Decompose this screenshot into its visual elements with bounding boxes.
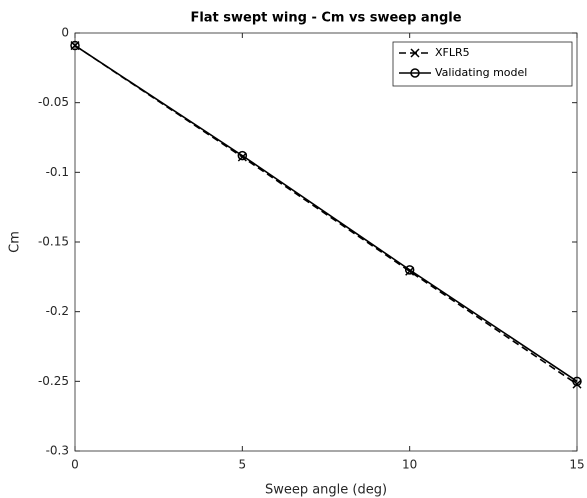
legend-label: XFLR5 <box>435 46 470 59</box>
y-tick-label: -0.25 <box>38 374 69 388</box>
y-axis-label: Cm <box>8 231 23 253</box>
x-axis-label: Sweep angle (deg) <box>265 483 387 498</box>
legend-marker <box>410 68 420 78</box>
marker-circle <box>404 265 415 275</box>
legend-label: Validating model <box>435 66 527 79</box>
marker-circle <box>70 40 80 51</box>
y-tick-label: -0.05 <box>38 95 69 109</box>
x-tick-label: 0 <box>71 458 79 472</box>
x-tick-label: 5 <box>239 458 247 472</box>
y-tick-label: -0.2 <box>46 304 69 318</box>
y-tick-label: -0.3 <box>46 444 69 458</box>
x-tick-label: 10 <box>402 458 417 472</box>
marker-circle <box>237 150 248 161</box>
marker-x <box>572 379 582 389</box>
x-tick-label: 15 <box>569 458 584 472</box>
y-tick-label: -0.1 <box>46 165 69 179</box>
y-tick-label: 0 <box>61 26 69 40</box>
chart-title: Flat swept wing - Cm vs sweep angle <box>190 11 461 26</box>
y-tick-label: -0.15 <box>38 235 69 249</box>
marker-circle <box>572 376 582 387</box>
legend-marker <box>410 48 420 58</box>
series-line <box>74 44 578 382</box>
legend-box <box>392 41 573 87</box>
